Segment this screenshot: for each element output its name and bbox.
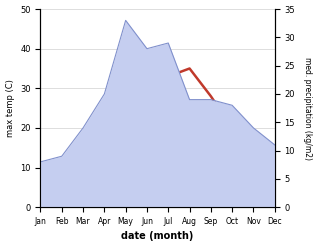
Y-axis label: max temp (C): max temp (C) xyxy=(5,79,15,137)
X-axis label: date (month): date (month) xyxy=(121,231,194,242)
Y-axis label: med. precipitation (kg/m2): med. precipitation (kg/m2) xyxy=(303,57,313,160)
